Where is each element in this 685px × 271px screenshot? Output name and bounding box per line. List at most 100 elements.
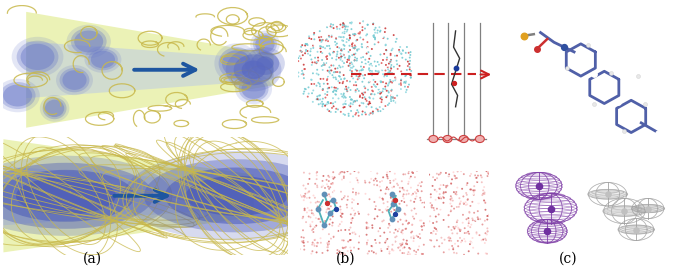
Point <box>474 215 485 219</box>
Point <box>297 87 308 91</box>
Point <box>480 201 491 205</box>
Point <box>365 70 376 74</box>
Point <box>353 114 364 118</box>
Point <box>343 56 354 60</box>
Point <box>386 63 397 67</box>
Point <box>338 21 349 26</box>
Point <box>342 239 353 244</box>
Point <box>323 24 334 28</box>
Point <box>296 50 307 54</box>
Point <box>404 67 415 72</box>
Point <box>405 59 416 63</box>
Point <box>362 238 373 242</box>
Point <box>466 240 477 245</box>
Point <box>429 208 440 212</box>
Point <box>482 214 493 218</box>
Point <box>338 251 349 256</box>
Point <box>347 41 358 46</box>
Point <box>330 78 341 82</box>
Point <box>469 189 479 193</box>
Point <box>336 35 347 39</box>
Point <box>366 172 377 176</box>
Point <box>430 183 441 188</box>
Point <box>332 45 342 49</box>
Point <box>344 63 355 67</box>
Point <box>342 28 353 32</box>
Point <box>434 172 445 177</box>
Point <box>481 169 492 173</box>
Point <box>356 68 367 72</box>
Point <box>446 182 457 186</box>
Point <box>386 80 397 85</box>
Point <box>460 200 471 204</box>
Point <box>362 22 373 27</box>
Point <box>401 203 412 208</box>
Point <box>419 201 430 205</box>
Point <box>330 86 341 90</box>
Point <box>339 105 350 109</box>
Point <box>376 98 387 102</box>
Point <box>322 248 333 253</box>
Point <box>308 85 319 89</box>
Point <box>319 61 329 65</box>
Point <box>334 70 345 75</box>
Point <box>315 241 326 245</box>
Point <box>340 246 351 250</box>
Point <box>415 198 426 202</box>
Point <box>388 33 399 37</box>
Point <box>335 58 346 62</box>
Ellipse shape <box>0 79 40 112</box>
Point <box>379 84 390 89</box>
Point <box>337 170 348 175</box>
Point <box>443 235 453 240</box>
Point <box>373 43 384 48</box>
Ellipse shape <box>0 82 36 109</box>
Point <box>519 34 530 38</box>
Point <box>342 57 353 62</box>
Point <box>414 236 425 240</box>
Point <box>308 227 319 231</box>
Point <box>395 81 406 85</box>
Point <box>382 173 393 177</box>
Point <box>345 106 356 111</box>
Point <box>383 187 394 191</box>
Point <box>377 192 388 196</box>
Point <box>425 213 436 217</box>
Point <box>312 199 323 204</box>
Point <box>349 46 360 50</box>
Point <box>325 211 336 215</box>
Point <box>448 214 459 218</box>
Point <box>315 50 326 54</box>
Point <box>376 95 387 99</box>
Point <box>363 190 374 195</box>
Point <box>332 41 342 46</box>
Point <box>336 30 347 34</box>
Point <box>456 212 467 217</box>
Point <box>300 192 311 196</box>
Point <box>395 189 406 194</box>
Point <box>307 240 318 245</box>
Point <box>402 64 413 68</box>
Point <box>382 83 393 88</box>
Point <box>336 92 347 96</box>
Point <box>462 181 473 185</box>
Point <box>425 182 436 186</box>
Point <box>396 72 407 77</box>
Point <box>446 208 457 212</box>
Point <box>331 104 342 108</box>
Point <box>317 96 328 101</box>
Point <box>356 68 366 72</box>
Point <box>394 202 405 206</box>
Point <box>386 97 397 101</box>
Point <box>353 210 364 214</box>
Point <box>325 71 336 76</box>
Point <box>343 112 354 116</box>
Point <box>348 46 359 50</box>
Point <box>325 204 336 208</box>
Point <box>386 66 397 71</box>
Point <box>347 66 358 70</box>
Point <box>403 221 414 225</box>
Point <box>346 21 357 26</box>
Point <box>302 43 313 47</box>
Point <box>361 99 372 103</box>
